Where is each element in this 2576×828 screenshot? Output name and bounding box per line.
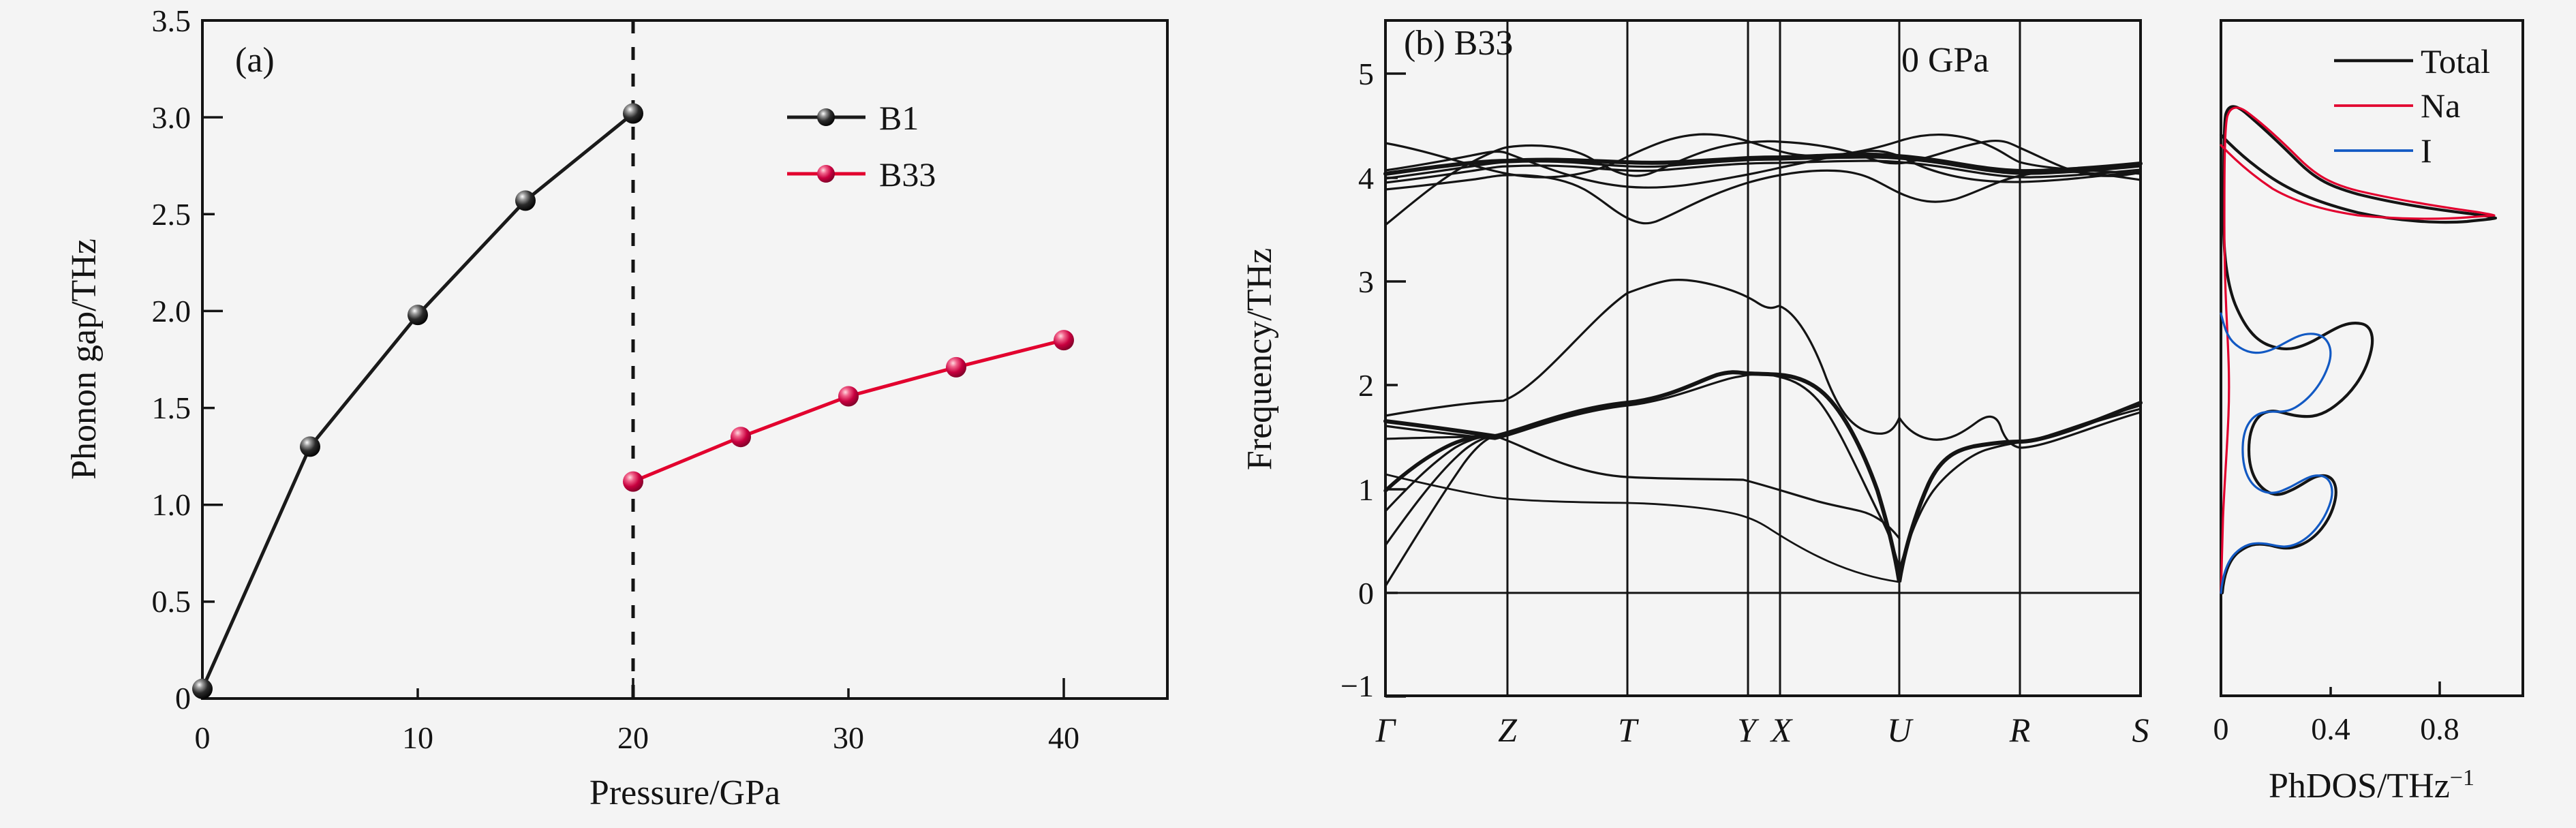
svg-text:0.5: 0.5 — [152, 584, 191, 619]
svg-text:Frequency/THz: Frequency/THz — [1240, 248, 1279, 470]
svg-text:0: 0 — [175, 681, 191, 716]
svg-text:0 GPa: 0 GPa — [1901, 41, 1989, 80]
svg-text:0: 0 — [1358, 576, 1374, 611]
svg-text:Γ: Γ — [1375, 711, 1397, 749]
svg-text:0: 0 — [2213, 711, 2229, 746]
svg-text:Na: Na — [2421, 87, 2460, 125]
svg-text:B33: B33 — [879, 155, 936, 194]
svg-text:20: 20 — [617, 720, 649, 755]
svg-text:S: S — [2132, 711, 2149, 749]
svg-text:U: U — [1887, 711, 1914, 749]
svg-text:(a): (a) — [235, 41, 275, 80]
svg-text:I: I — [2421, 132, 2432, 170]
svg-text:PhDOS/THz−1: PhDOS/THz−1 — [2269, 765, 2474, 806]
svg-text:3.5: 3.5 — [152, 3, 191, 38]
svg-text:4: 4 — [1358, 161, 1374, 196]
svg-text:0.8: 0.8 — [2420, 711, 2459, 746]
svg-text:0: 0 — [195, 720, 211, 755]
svg-text:T: T — [1618, 711, 1639, 749]
svg-text:Phonon gap/THz: Phonon gap/THz — [65, 239, 104, 480]
svg-text:3: 3 — [1358, 264, 1374, 299]
svg-text:1: 1 — [1358, 472, 1374, 507]
svg-text:−1: −1 — [1340, 669, 1374, 703]
svg-text:B1: B1 — [879, 99, 919, 137]
svg-text:1.5: 1.5 — [152, 390, 191, 425]
svg-text:2: 2 — [1358, 368, 1374, 403]
svg-text:10: 10 — [402, 720, 433, 755]
svg-text:5: 5 — [1358, 57, 1374, 91]
svg-text:1.0: 1.0 — [152, 487, 191, 522]
svg-text:Total: Total — [2421, 42, 2490, 80]
svg-text:Pressure/GPa: Pressure/GPa — [589, 773, 780, 812]
svg-text:0.4: 0.4 — [2311, 711, 2350, 746]
svg-text:2.5: 2.5 — [152, 197, 191, 232]
svg-text:3.0: 3.0 — [152, 100, 191, 135]
svg-text:(b) B33: (b) B33 — [1404, 24, 1513, 63]
svg-text:X: X — [1770, 711, 1794, 749]
svg-text:Z: Z — [1498, 711, 1518, 749]
svg-text:30: 30 — [833, 720, 864, 755]
svg-text:2.0: 2.0 — [152, 294, 191, 328]
svg-text:R: R — [2009, 711, 2031, 749]
svg-text:40: 40 — [1048, 720, 1079, 755]
